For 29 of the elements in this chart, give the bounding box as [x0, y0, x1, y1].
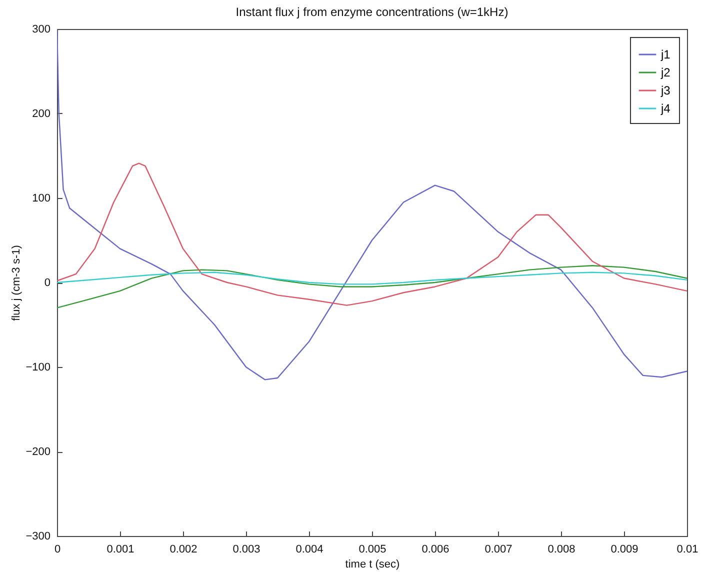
- line-series: [57, 265, 687, 308]
- x-tick-label: 0.002: [170, 544, 198, 556]
- x-tick-label: 0.007: [484, 544, 512, 556]
- y-tick-label: −200: [26, 446, 50, 458]
- x-axis-title: time t (sec): [345, 558, 400, 570]
- y-axis-title: flux j (cm-3 s-1): [10, 245, 23, 321]
- x-tick-label: 0.004: [296, 544, 324, 556]
- x-tick-label: 0.009: [610, 544, 638, 556]
- x-tick-label: 0.001: [106, 544, 134, 556]
- y-tick-label: −100: [26, 362, 50, 374]
- y-tick-label: 0: [44, 277, 50, 289]
- x-tick-label: 0.003: [232, 544, 260, 556]
- legend-label: j1: [660, 48, 671, 62]
- line-series: [57, 162, 687, 306]
- legend-label: j3: [660, 84, 671, 98]
- x-tick-label: 0.005: [358, 544, 386, 556]
- line-series: [57, 272, 687, 285]
- chart-title: Instant flux j from enzyme concentrations (w=1kHz): [236, 5, 508, 19]
- y-tick-label: 100: [32, 192, 50, 204]
- line-series: [57, 29, 687, 380]
- x-tick-label: 0.008: [548, 544, 576, 556]
- x-tick-label: 0.01: [676, 544, 698, 556]
- y-tick-label: 300: [32, 24, 50, 36]
- legend-label: j2: [660, 66, 671, 80]
- x-tick-label: 0.006: [422, 544, 450, 556]
- y-tick-label: −300: [26, 530, 50, 542]
- x-tick-label: 0: [54, 544, 61, 556]
- legend-label: j4: [660, 102, 671, 116]
- y-tick-label: 200: [32, 108, 50, 120]
